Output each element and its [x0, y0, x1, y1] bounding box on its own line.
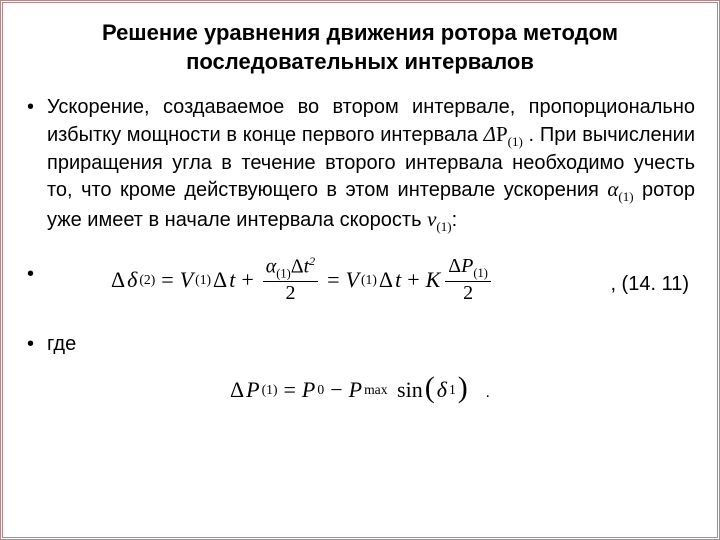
- inline-alpha1: α(1): [607, 177, 633, 201]
- slide-frame: Решение уравнения движения ротора методо…: [0, 0, 720, 540]
- content-list: Ускорение, создаваемое во втором интерва…: [25, 94, 695, 359]
- equation-14-11: Δδ(2) = V(1)Δt + α(1)Δt2 2 = V(1)Δt + K …: [111, 255, 494, 304]
- equation-dp1: ΔP(1) = P0 − Pmax sin (δ1) .: [25, 373, 695, 407]
- inline-v1: v(1): [427, 207, 452, 231]
- where-text: где: [47, 333, 76, 355]
- equation-label: , (14. 11): [610, 271, 689, 297]
- where-label: где: [25, 331, 695, 359]
- eq2-dot: .: [486, 384, 490, 401]
- p1-text-d: :: [452, 209, 458, 231]
- paragraph-1: Ускорение, создаваемое во втором интерва…: [25, 94, 695, 235]
- slide-title: Решение уравнения движения ротора методо…: [35, 19, 685, 76]
- inline-dp1: ΔP(1): [484, 122, 523, 146]
- equation-14-11-row: Δδ(2) = V(1)Δt + α(1)Δt2 2 = V(1)Δt + K …: [25, 261, 695, 309]
